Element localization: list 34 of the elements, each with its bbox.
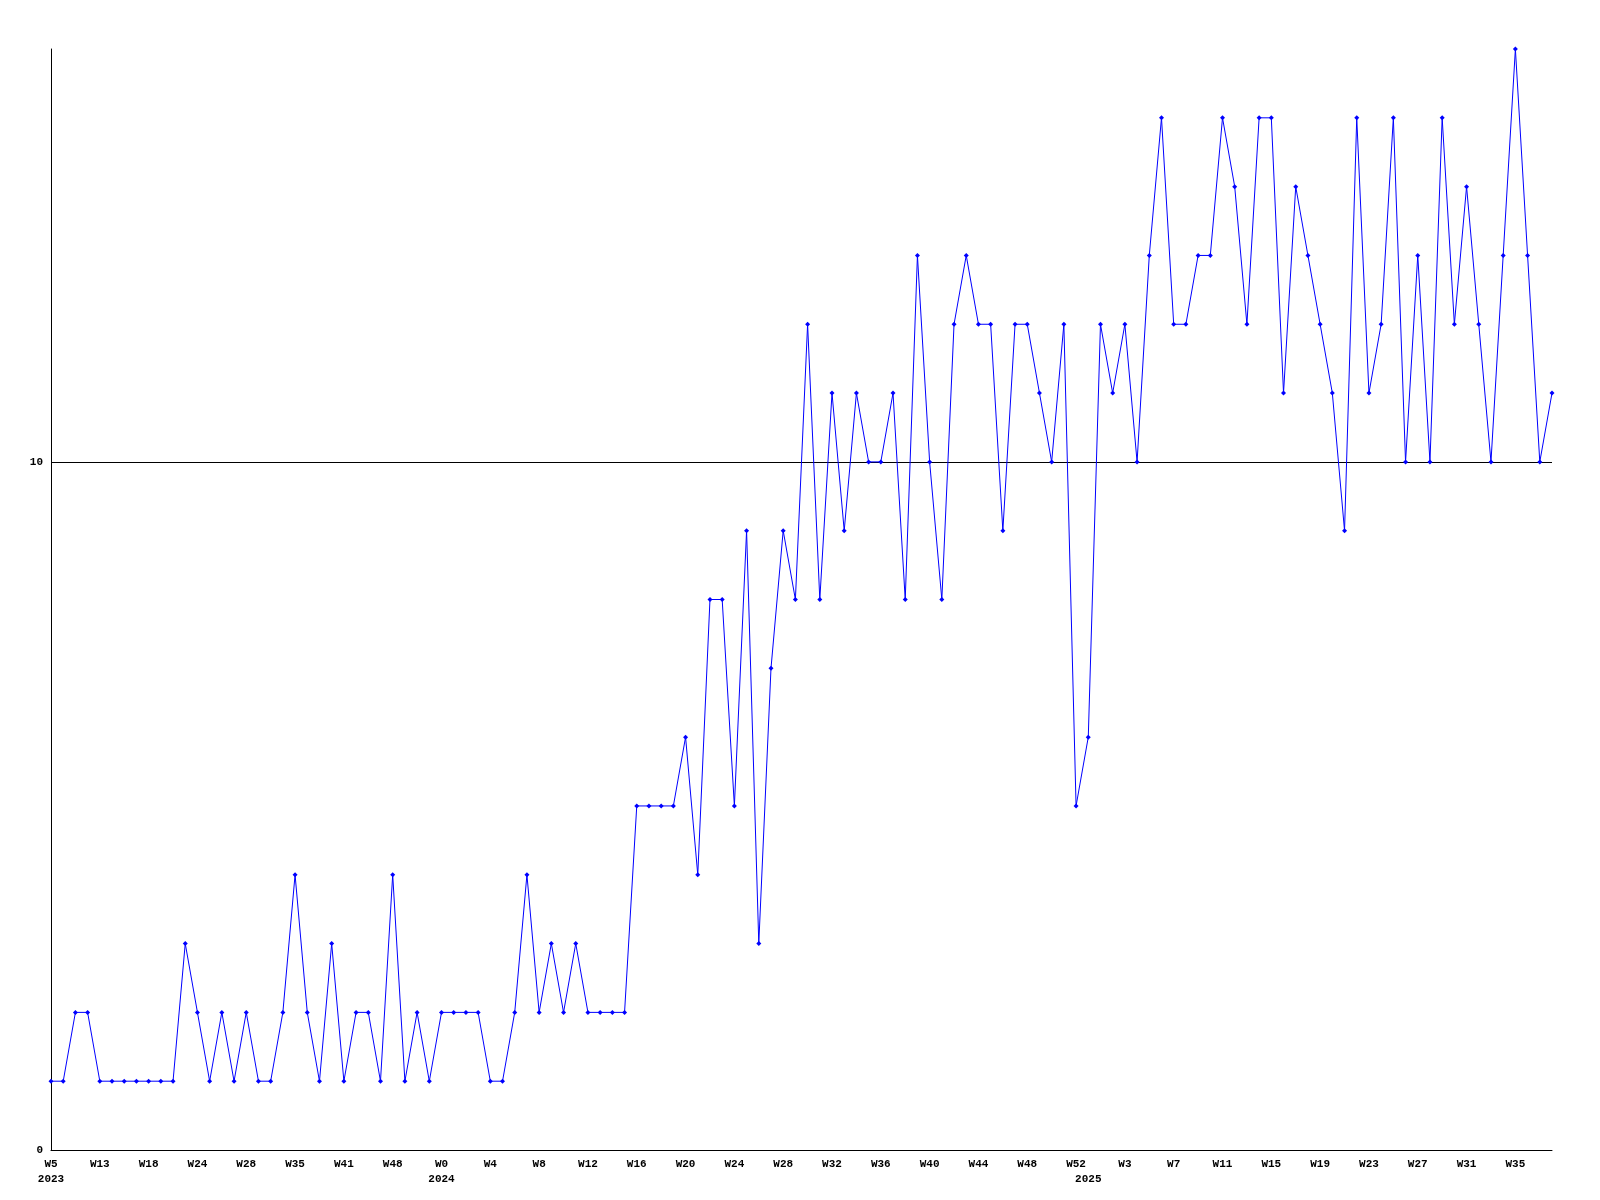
x-tick-label: W28 — [236, 1157, 257, 1170]
x-tick-label: W8 — [532, 1157, 547, 1170]
y-tick-label: 0 — [36, 1144, 43, 1156]
x-tick-label: W32 — [822, 1157, 842, 1170]
x-tick-label: W16 — [626, 1157, 647, 1170]
x-tick-label: W23 — [1359, 1157, 1380, 1170]
x-tick-label: W4 — [483, 1157, 498, 1170]
x-tick-label: W20 — [675, 1157, 696, 1170]
x-tick-label: W31 — [1456, 1157, 1477, 1170]
x-tick-label: W35 — [1505, 1157, 1526, 1170]
y-tick-label: 10 — [29, 455, 43, 468]
x-tick-label: W18 — [138, 1157, 159, 1170]
x-tick-label: W28 — [773, 1157, 794, 1170]
x-tick-label: W24 — [724, 1157, 745, 1170]
x-tick-label: 2025 — [1075, 1172, 1102, 1185]
x-tick-label: W44 — [968, 1157, 989, 1170]
x-tick-label: W48 — [1017, 1157, 1038, 1170]
x-tick-label: W0 2024 — [428, 1157, 456, 1185]
x-tick-label: W36 — [870, 1157, 891, 1170]
x-tick-label: W11 — [1212, 1157, 1233, 1170]
x-tick-label: W13 — [89, 1157, 111, 1170]
x-tick-label: W40 — [919, 1157, 940, 1170]
x-tick-label: W41 — [333, 1157, 355, 1170]
x-tick-label: W35 — [285, 1157, 306, 1170]
x-tick-label: W52 — [1066, 1157, 1086, 1170]
x-tick-label: W19 — [1310, 1157, 1331, 1170]
x-tick-label: W5 2023 — [37, 1157, 65, 1185]
x-tick-label: W12 — [578, 1157, 598, 1170]
x-tick-label: W27 — [1407, 1157, 1428, 1170]
x-tick-label: W48 — [382, 1157, 403, 1170]
x-tick-label: W3 — [1118, 1157, 1132, 1170]
x-tick-label: W15 — [1261, 1157, 1282, 1170]
x-tick-label: W7 — [1167, 1157, 1181, 1170]
x-tick-label: W24 — [187, 1157, 208, 1170]
